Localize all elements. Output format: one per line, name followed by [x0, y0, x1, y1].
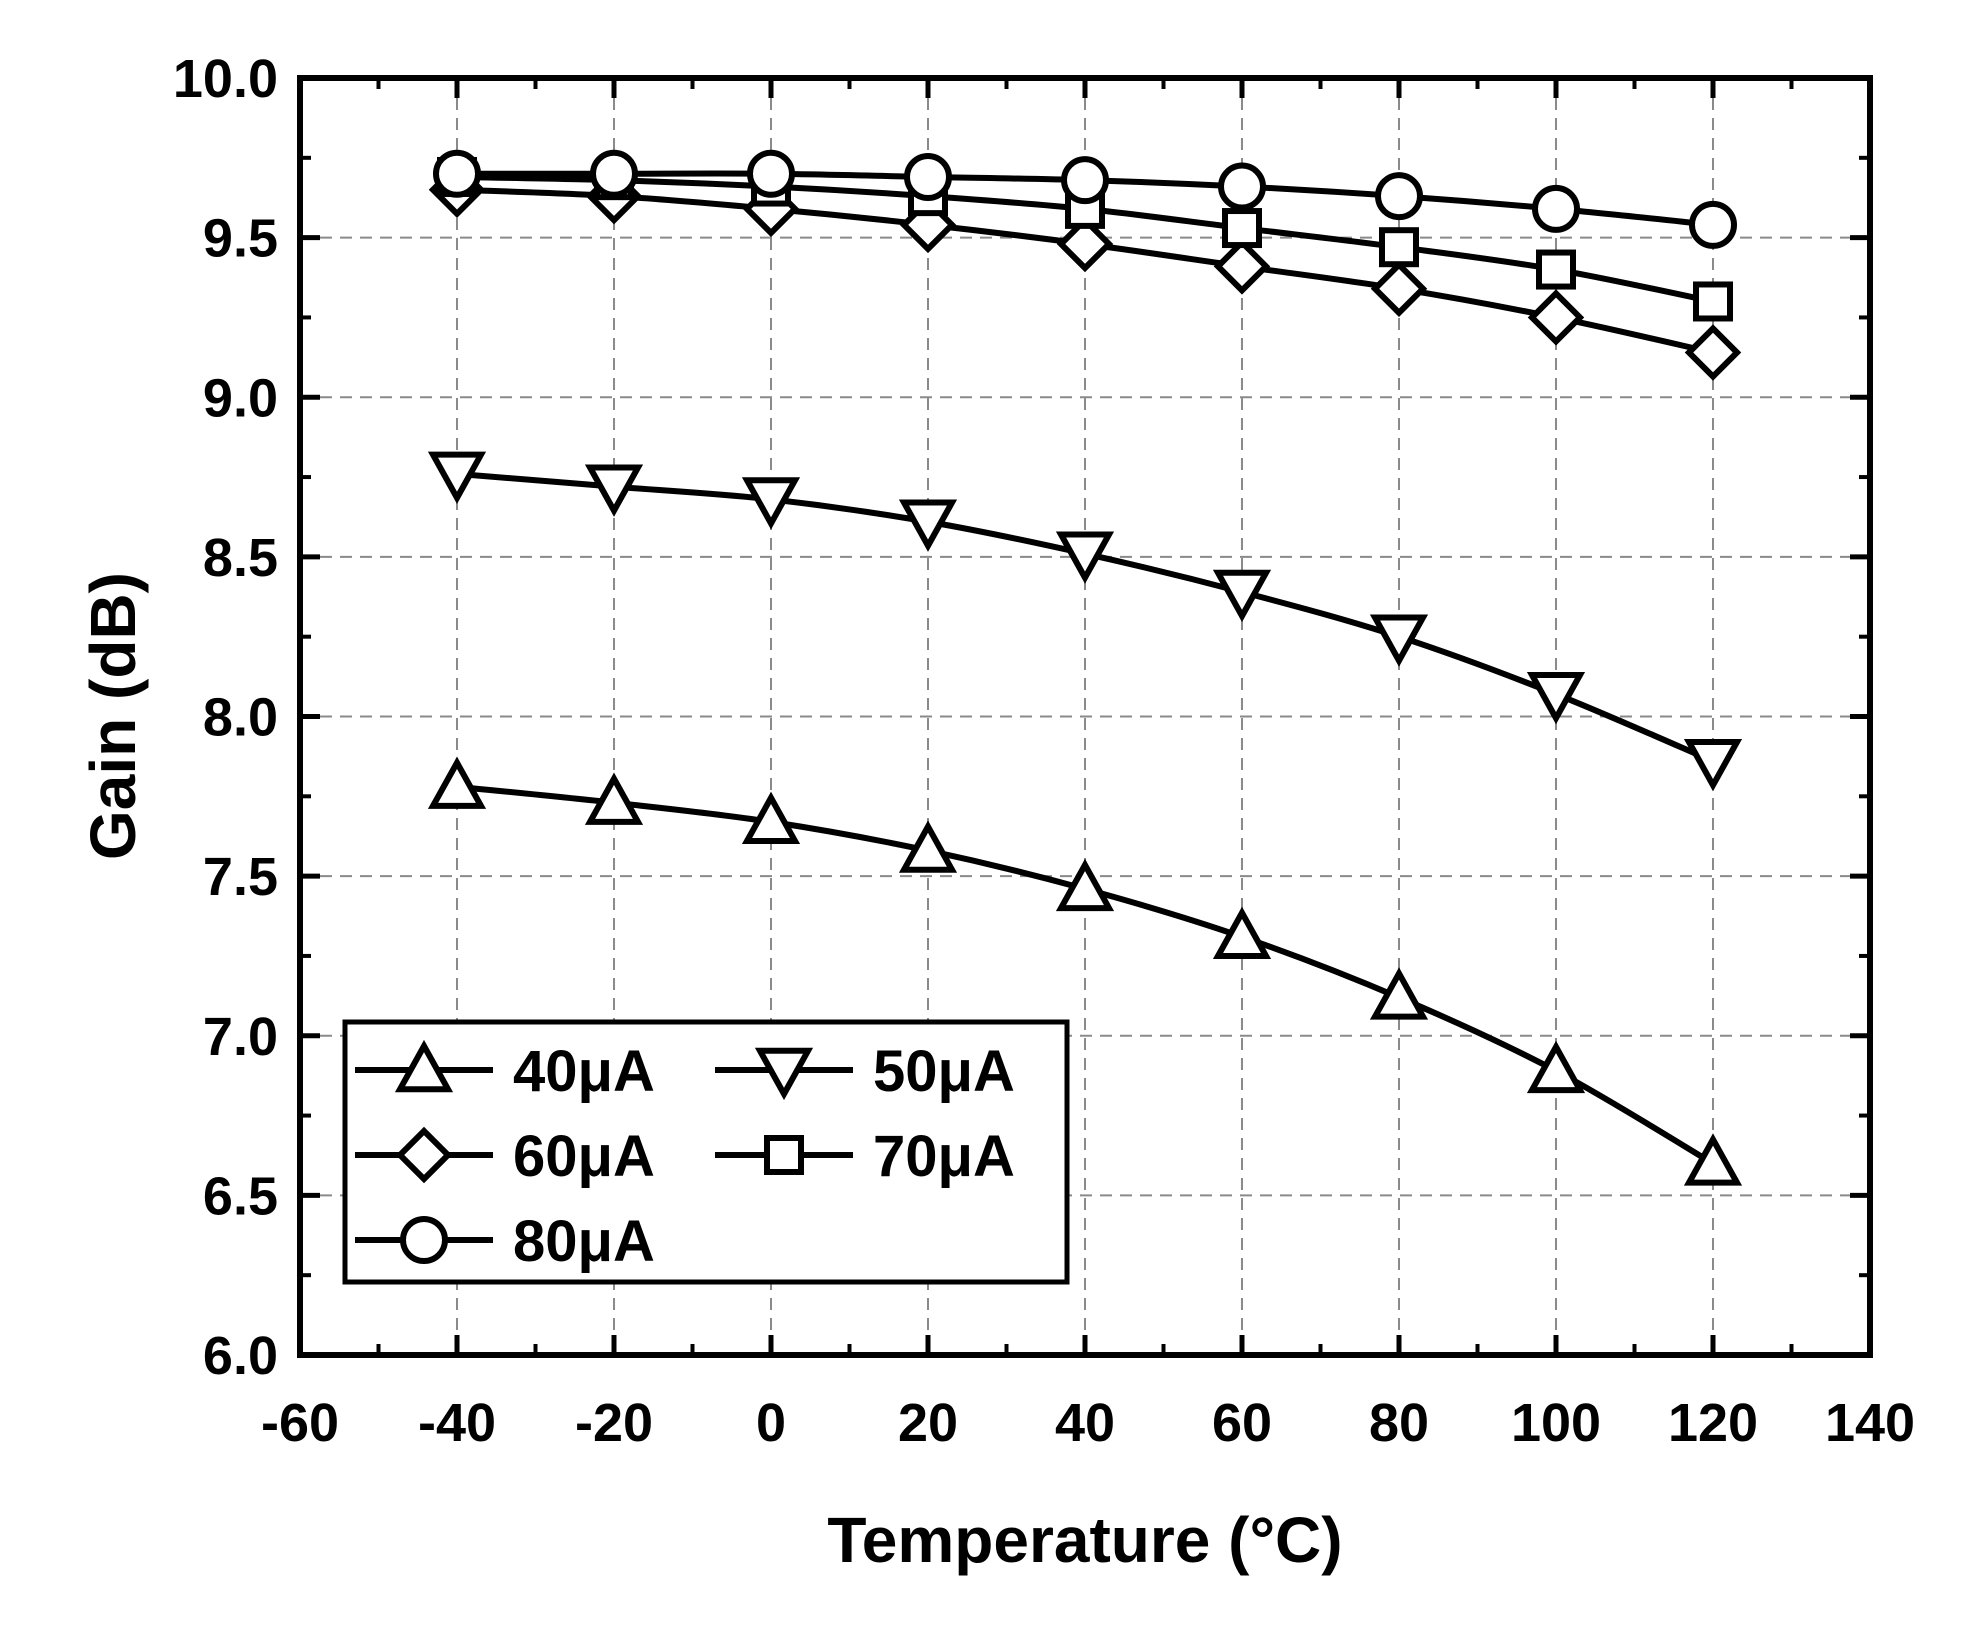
x-tick-label: 60 — [1212, 1393, 1272, 1453]
legend-item: 80μA — [355, 1209, 655, 1274]
legend-marker-diamond — [395, 1126, 453, 1184]
legend-marker-triangle-up — [394, 1039, 454, 1093]
x-tick-label: 20 — [898, 1393, 958, 1453]
y-tick-label: 9.0 — [203, 368, 278, 428]
series-40μA — [427, 756, 1743, 1186]
x-tick-label: 80 — [1369, 1393, 1429, 1453]
data-point-triangle-up — [741, 791, 801, 845]
data-point-triangle-up — [427, 756, 487, 809]
data-point-circle — [1218, 162, 1266, 211]
y-tick-label: 9.5 — [203, 209, 278, 269]
x-tick-label: -60 — [261, 1393, 339, 1453]
x-tick-label: 140 — [1825, 1393, 1915, 1453]
data-point-diamond — [1527, 289, 1585, 346]
legend-label: 50μA — [873, 1039, 1015, 1104]
y-tick-label: 6.0 — [203, 1326, 278, 1386]
legend-label: 80μA — [513, 1209, 655, 1274]
legend-marker-square — [764, 1135, 804, 1175]
data-point-triangle-down — [1683, 738, 1743, 792]
data-point-triangle-up — [1526, 1040, 1586, 1094]
series-50μA — [427, 451, 1743, 792]
x-axis-title: Temperature (°C) — [827, 1504, 1342, 1576]
x-tick-label: -40 — [418, 1393, 496, 1453]
legend-label: 40μA — [513, 1039, 655, 1104]
plot-series — [427, 149, 1743, 1186]
y-tick-label: 6.5 — [203, 1166, 278, 1226]
y-tick-label: 10.0 — [173, 49, 278, 109]
data-point-triangle-down — [1369, 614, 1429, 667]
data-point-triangle-up — [1055, 858, 1115, 912]
x-tick-label: -20 — [575, 1393, 653, 1453]
data-point-square — [1693, 281, 1733, 322]
legend-marker-circle — [400, 1216, 448, 1264]
data-point-triangle-down — [1055, 531, 1115, 584]
data-point-circle — [1532, 184, 1580, 233]
data-point-triangle-up — [1212, 906, 1272, 959]
y-tick-label: 7.0 — [203, 1007, 278, 1067]
data-point-diamond — [1370, 260, 1428, 317]
x-tick-label: 40 — [1055, 1393, 1115, 1453]
data-point-circle — [590, 149, 638, 198]
legend-item: 70μA — [715, 1124, 1015, 1189]
data-point-triangle-down — [427, 451, 487, 505]
data-point-diamond — [1684, 324, 1742, 381]
axis-tick-labels: -60 -40 -20 0 20 40 60 80 100 120 140 6.0 6.5 7.0 7.5 8… — [173, 49, 1915, 1453]
x-tick-label: 0 — [756, 1393, 786, 1453]
data-point-triangle-down — [1526, 671, 1586, 725]
legend: 40μA 50μA 60μA 70μA 80μA — [342, 1019, 1070, 1285]
y-tick-label: 7.5 — [203, 847, 278, 907]
data-point-square — [1379, 227, 1419, 268]
data-point-circle — [1689, 200, 1737, 249]
data-point-triangle-up — [584, 772, 644, 825]
data-point-diamond — [1213, 238, 1271, 295]
y-axis-title: Gain (dB) — [77, 572, 149, 860]
data-point-circle — [904, 152, 952, 201]
data-point-square — [1222, 208, 1262, 249]
data-point-diamond — [1056, 215, 1114, 273]
legend-marker-triangle-down — [754, 1047, 814, 1101]
legend-label: 70μA — [873, 1124, 1015, 1189]
data-point-square — [1536, 249, 1576, 290]
data-point-triangle-down — [1212, 569, 1272, 623]
data-point-circle — [747, 149, 795, 198]
x-tick-label: 100 — [1511, 1393, 1601, 1453]
data-point-circle — [1375, 172, 1423, 221]
data-point-circle — [433, 149, 481, 198]
series-80μA — [433, 149, 1737, 249]
y-tick-label: 8.5 — [203, 528, 278, 588]
data-point-triangle-up — [1369, 967, 1429, 1020]
data-point-triangle-down — [584, 464, 644, 517]
data-point-triangle-up — [1683, 1133, 1743, 1186]
data-point-triangle-down — [898, 499, 958, 552]
x-tick-label: 120 — [1668, 1393, 1758, 1453]
y-tick-label: 8.0 — [203, 688, 278, 748]
data-point-circle — [1061, 156, 1109, 205]
data-point-triangle-up — [898, 820, 958, 873]
legend-item: 40μA — [355, 1039, 655, 1104]
legend-item: 60μA — [355, 1124, 655, 1189]
axis-ticks — [297, 75, 1873, 1358]
legend-label: 60μA — [513, 1124, 655, 1189]
data-point-triangle-down — [741, 477, 801, 530]
legend-item: 50μA — [715, 1039, 1015, 1104]
